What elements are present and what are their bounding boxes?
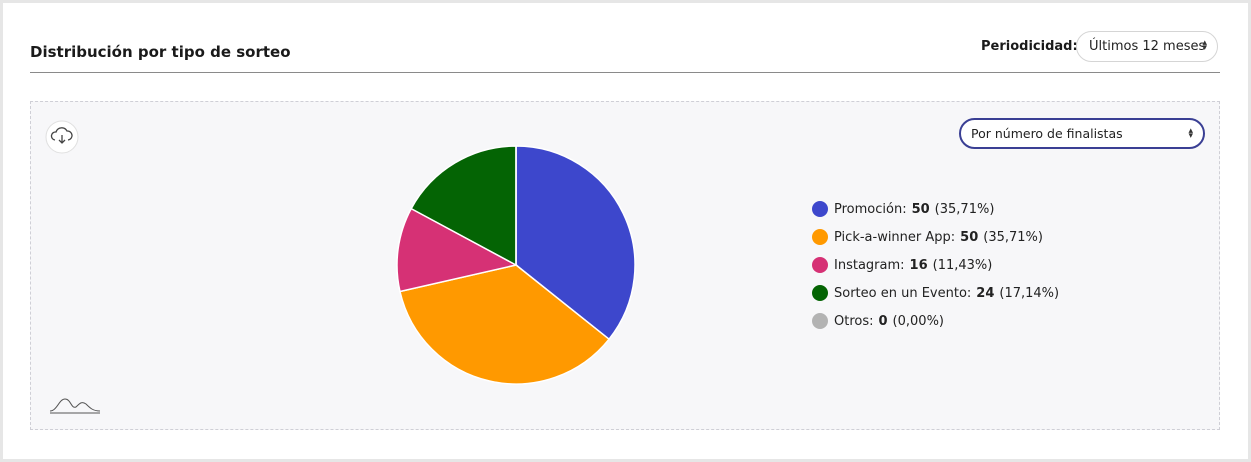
chart-type-icon[interactable] [49,395,101,415]
divider [30,72,1220,73]
legend-percent: (35,71%) [983,230,1043,245]
metric-value: Por número de finalistas [971,126,1123,141]
download-button[interactable] [44,119,80,155]
legend-entry: Otros: 0 (0,00%) [834,314,944,329]
legend-swatch [812,229,828,245]
widget-title: Distribución por tipo de sorteo [30,43,291,61]
legend-swatch [812,285,828,301]
legend-percent: (11,43%) [933,258,993,273]
pie-slice [515,145,636,341]
legend-name: Sorteo en un Evento: [834,286,971,301]
caret: ▴ ▾ [1188,126,1193,141]
chart: Promoción: 50 (35,71%) Pick-a-winner App: 50… [396,145,1059,385]
caret: ▴ ▾ [1202,38,1207,53]
legend-swatch [812,257,828,273]
legend-name: Promoción: [834,202,907,217]
legend-value: 50 [960,230,978,245]
period-label: Periodicidad: [981,39,1078,54]
legend-entry: Promoción: 50 (35,71%) [834,202,994,217]
legend-name: Pick-a-winner App: [834,230,955,245]
legend-value: 0 [879,314,888,329]
legend-swatch [812,201,828,217]
period-select[interactable]: Últimos 12 meses ▴ ▾ [1076,31,1218,62]
pie-slice [399,264,611,385]
legend-value: 24 [976,286,994,301]
legend-name: Instagram: [834,258,905,273]
legend-percent: (17,14%) [999,286,1059,301]
legend-percent: (35,71%) [935,202,995,217]
legend-entry: Pick-a-winner App: 50 (35,71%) [834,230,1043,245]
legend-entry: Instagram: 16 (11,43%) [834,258,992,273]
metric-select[interactable]: Por número de finalistas ▴ ▾ [959,118,1205,149]
legend-percent: (0,00%) [893,314,944,329]
legend-value: 50 [912,202,930,217]
legend-name: Otros: [834,314,874,329]
legend-swatch [812,313,828,329]
pie-slice [410,145,517,267]
period-value: Últimos 12 meses [1089,39,1206,54]
legend-entry: Sorteo en un Evento: 24 (17,14%) [834,286,1059,301]
pie-slice [396,207,519,293]
legend-value: 16 [910,258,928,273]
